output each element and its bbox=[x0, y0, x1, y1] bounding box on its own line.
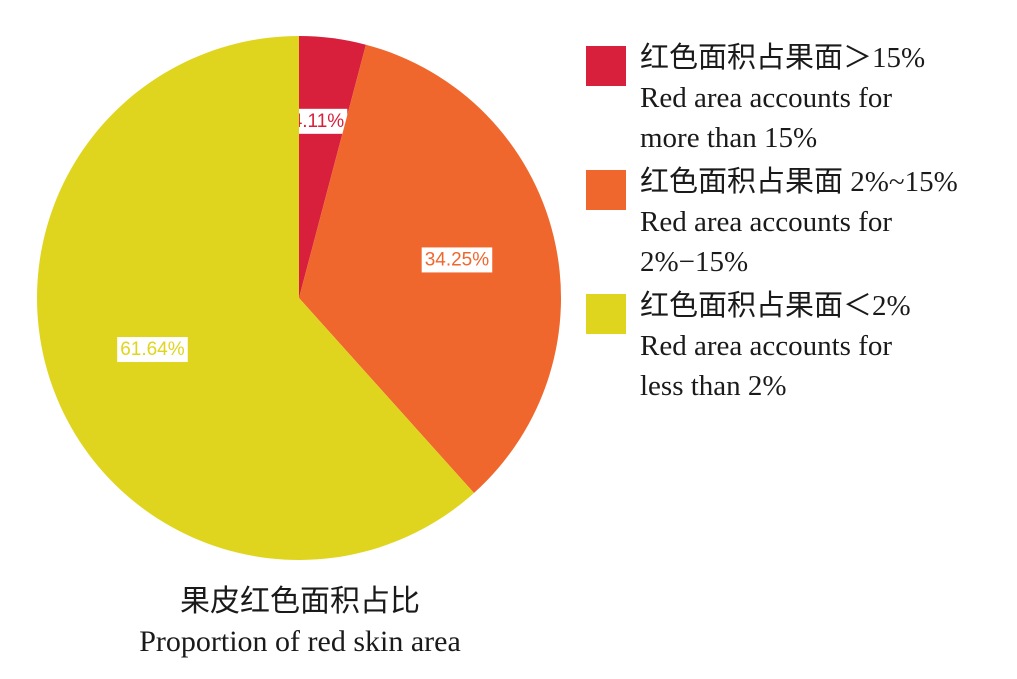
legend: 红色面积占果面＞15% Red area accounts for more t… bbox=[586, 38, 1011, 410]
chart-subtitle: Proportion of red skin area bbox=[139, 625, 461, 658]
legend-swatch-high bbox=[586, 46, 626, 86]
legend-label-cn: 红色面积占果面＜2% bbox=[640, 290, 911, 322]
legend-swatch-mid bbox=[586, 170, 626, 210]
slice-data-label: 61.64% bbox=[117, 337, 188, 363]
legend-item-mid: 红色面积占果面 2%~15% Red area accounts for 2%−… bbox=[586, 162, 1011, 282]
pie-chart-svg: 4.11% 34.25% 61.64% bbox=[37, 36, 561, 560]
legend-label-cn: 红色面积占果面 2%~15% bbox=[640, 166, 958, 198]
chart-caption: 果皮红色面积占比 Proportion of red skin area bbox=[40, 582, 560, 662]
slice-data-label: 34.25% bbox=[421, 247, 493, 273]
chart-title: 果皮红色面积占比 bbox=[180, 585, 420, 618]
pie-slice bbox=[299, 36, 366, 298]
legend-label-en: Red area accounts for bbox=[640, 330, 893, 362]
pie-slice bbox=[37, 36, 474, 560]
legend-label-en: more than 15% bbox=[640, 122, 818, 154]
slice-data-label-text: 4.11% bbox=[292, 111, 345, 132]
slice-data-label-text: 61.64% bbox=[120, 339, 185, 360]
slice-data-label-text: 34.25% bbox=[425, 249, 490, 270]
legend-item-low: 红色面积占果面＜2% Red area accounts for less th… bbox=[586, 286, 1011, 406]
legend-label-en: Red area accounts for bbox=[640, 206, 893, 238]
legend-label-cn: 红色面积占果面＞15% bbox=[640, 42, 926, 74]
legend-label-en: less than 2% bbox=[640, 370, 787, 402]
legend-item-high: 红色面积占果面＞15% Red area accounts for more t… bbox=[586, 38, 1011, 158]
legend-swatch-low bbox=[586, 294, 626, 334]
legend-label-en: 2%−15% bbox=[640, 246, 749, 278]
legend-label-en: Red area accounts for bbox=[640, 82, 893, 114]
